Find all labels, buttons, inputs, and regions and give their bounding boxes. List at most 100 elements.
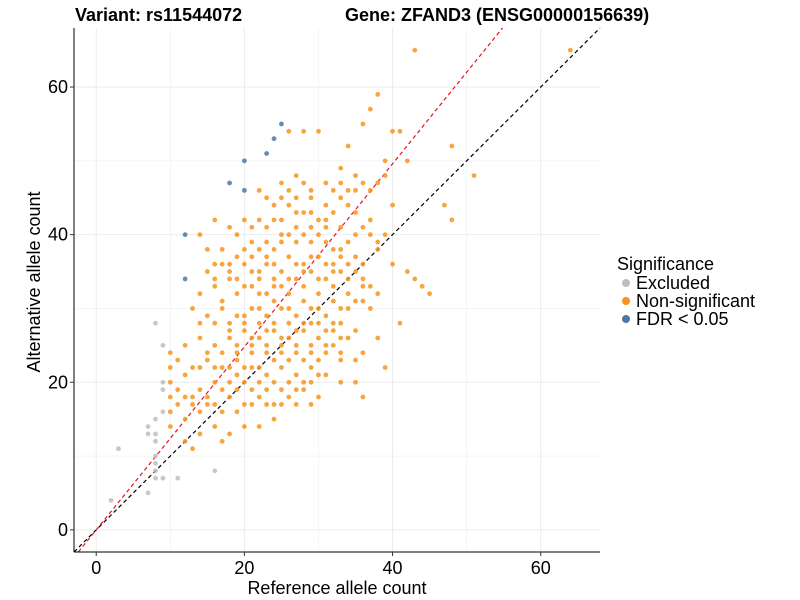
point-non-significant	[241, 401, 247, 407]
point-non-significant	[293, 401, 299, 407]
point-excluded	[153, 431, 158, 437]
point-excluded	[212, 468, 218, 474]
point-excluded	[153, 475, 158, 481]
point-non-significant	[197, 387, 203, 393]
point-non-significant	[264, 372, 270, 378]
point-non-significant	[264, 254, 270, 260]
point-non-significant	[301, 180, 307, 186]
legend-key-fdr-0-05	[622, 315, 630, 323]
point-non-significant	[323, 313, 329, 319]
point-non-significant	[234, 387, 240, 393]
point-excluded	[145, 431, 151, 437]
point-non-significant	[390, 128, 395, 134]
point-non-significant	[286, 232, 292, 238]
point-non-significant	[264, 350, 270, 356]
point-non-significant	[286, 187, 292, 193]
point-excluded	[153, 320, 158, 326]
point-non-significant	[330, 210, 336, 215]
point-excluded	[153, 438, 158, 444]
point-non-significant	[279, 350, 284, 356]
point-non-significant	[360, 180, 366, 186]
point-non-significant	[323, 239, 329, 245]
point-non-significant	[249, 269, 255, 274]
point-non-significant	[330, 342, 336, 348]
legend-key-excluded	[622, 279, 630, 287]
point-non-significant	[219, 306, 225, 311]
point-non-significant	[175, 387, 181, 393]
point-non-significant	[241, 320, 247, 326]
point-non-significant	[286, 202, 292, 208]
point-non-significant	[308, 224, 314, 230]
point-non-significant	[419, 283, 425, 289]
reference-lines	[73, 27, 601, 553]
point-non-significant	[353, 187, 358, 193]
point-non-significant	[264, 328, 270, 333]
point-non-significant	[301, 261, 307, 267]
point-non-significant	[167, 365, 173, 370]
point-non-significant	[227, 379, 232, 385]
point-non-significant	[204, 313, 210, 319]
point-non-significant	[360, 350, 366, 356]
point-non-significant	[219, 247, 225, 252]
point-non-significant	[271, 416, 277, 422]
point-non-significant	[279, 283, 284, 289]
point-non-significant	[316, 335, 321, 341]
point-non-significant	[330, 269, 336, 274]
point-non-significant	[212, 276, 218, 282]
point-non-significant	[330, 328, 336, 333]
point-non-significant	[293, 173, 299, 179]
point-non-significant	[367, 106, 373, 112]
point-non-significant	[338, 269, 344, 274]
point-non-significant	[279, 269, 284, 274]
point-non-significant	[286, 379, 292, 385]
point-non-significant	[375, 180, 381, 186]
point-non-significant	[330, 320, 336, 326]
legend-label-excluded: Excluded	[636, 273, 710, 293]
point-excluded	[116, 446, 121, 452]
point-non-significant	[182, 394, 188, 400]
point-non-significant	[338, 247, 344, 252]
point-fdr-0-05	[279, 121, 284, 127]
point-non-significant	[449, 217, 455, 223]
point-non-significant	[271, 401, 277, 407]
x-tick-label: 60	[531, 558, 551, 578]
point-non-significant	[227, 276, 232, 282]
point-non-significant	[167, 350, 173, 356]
point-non-significant	[234, 313, 240, 319]
point-non-significant	[286, 128, 292, 134]
point-non-significant	[308, 195, 314, 201]
point-non-significant	[375, 247, 381, 252]
point-non-significant	[175, 401, 181, 407]
point-excluded	[153, 461, 158, 466]
point-non-significant	[256, 269, 262, 274]
point-non-significant	[241, 328, 247, 333]
point-non-significant	[279, 217, 284, 223]
point-non-significant	[241, 313, 247, 319]
point-non-significant	[338, 357, 344, 363]
point-non-significant	[219, 298, 225, 304]
point-non-significant	[241, 424, 247, 429]
point-non-significant	[390, 202, 395, 208]
point-non-significant	[338, 180, 344, 186]
point-non-significant	[308, 269, 314, 274]
point-non-significant	[308, 306, 314, 311]
point-non-significant	[182, 438, 188, 444]
point-non-significant	[353, 379, 358, 385]
point-non-significant	[256, 320, 262, 326]
point-non-significant	[219, 438, 225, 444]
point-non-significant	[330, 283, 336, 289]
point-non-significant	[256, 306, 262, 311]
point-non-significant	[234, 372, 240, 378]
point-non-significant	[279, 387, 284, 393]
point-non-significant	[264, 387, 270, 393]
point-non-significant	[360, 394, 366, 400]
point-non-significant	[197, 320, 203, 326]
point-non-significant	[249, 254, 255, 260]
point-non-significant	[375, 239, 381, 245]
point-non-significant	[301, 210, 307, 215]
y-tick-label: 60	[48, 77, 68, 97]
point-non-significant	[286, 357, 292, 363]
point-non-significant	[293, 224, 299, 230]
point-non-significant	[301, 320, 307, 326]
